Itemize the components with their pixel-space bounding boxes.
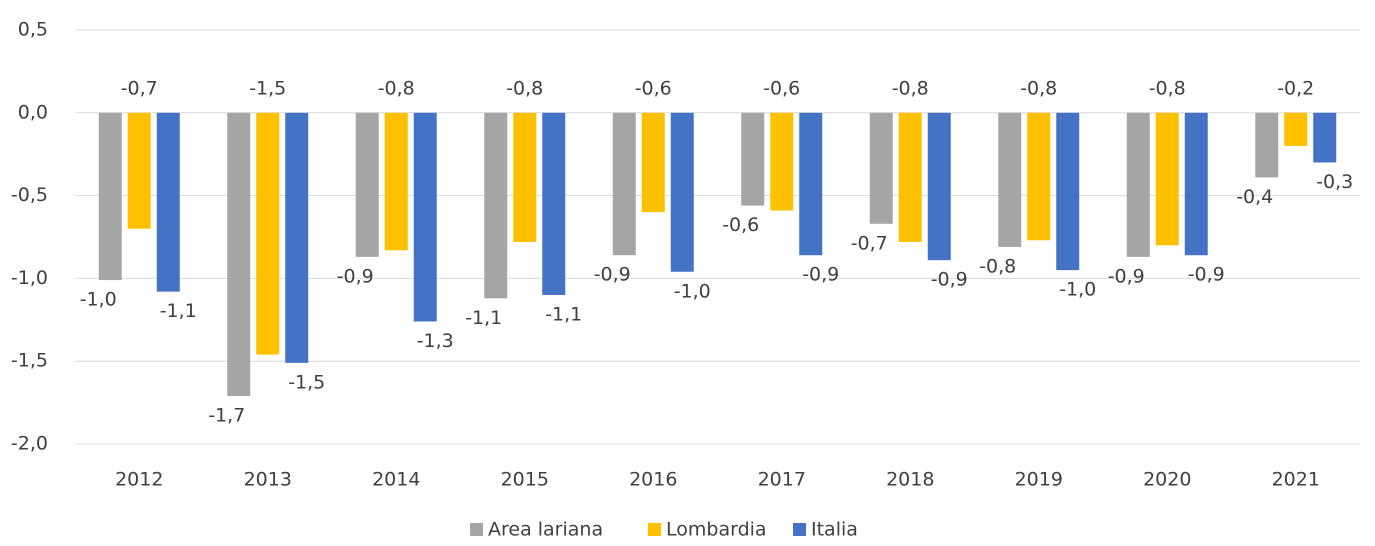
bar [927,112,951,261]
bar [869,112,893,224]
value-label: -1,5 [249,77,286,99]
bar [1056,112,1080,271]
value-label: -0,7 [121,77,158,99]
x-tick-label: 2017 [758,469,806,491]
bar [542,112,566,295]
bar [641,112,665,213]
bar [484,112,508,299]
bar [799,112,823,256]
legend-label: Italia [811,519,858,541]
bar [998,112,1022,247]
value-label: -1,3 [417,330,454,352]
bar [413,112,437,322]
value-label: -0,7 [851,232,888,254]
bar [1313,112,1337,163]
bar [127,112,151,229]
value-label: -0,8 [892,77,929,99]
bar [384,112,408,251]
value-label: -0,8 [979,255,1016,277]
value-label: -0,9 [594,264,631,286]
bar [898,112,922,242]
bar [256,112,280,355]
value-label: -1,7 [208,404,245,426]
value-label: -0,6 [722,214,759,236]
x-tick-label: 2012 [115,469,163,491]
x-tick-label: 2016 [629,469,677,491]
value-label: -1,5 [288,371,325,393]
x-tick-label: 2014 [372,469,420,491]
bar [98,112,122,281]
x-tick-label: 2015 [501,469,549,491]
bar [1255,112,1279,178]
y-tick-label: -2,0 [11,433,48,455]
value-label: -0,9 [1188,264,1225,286]
y-tick-label: -0,5 [11,184,48,206]
bar [156,112,180,292]
value-label: -0,8 [506,77,543,99]
x-tick-label: 2013 [244,469,292,491]
bar [1155,112,1179,246]
value-label: -1,0 [1059,279,1096,301]
value-label: -0,8 [1149,77,1186,99]
value-label: -0,6 [635,77,672,99]
value-label: -0,9 [931,269,968,291]
x-tick-label: 2018 [886,469,934,491]
legend-swatch [793,523,806,536]
y-tick-label: 0,0 [18,101,48,123]
value-label: -0,4 [1236,186,1273,208]
value-label: -0,9 [337,265,374,287]
x-tick-label: 2020 [1143,469,1191,491]
legend-label: Lombardia [666,519,767,541]
bar [1027,112,1051,241]
bar [513,112,537,242]
value-label: -0,9 [802,264,839,286]
value-label: -1,1 [160,300,197,322]
legend-swatch [470,523,483,536]
value-label: -1,0 [80,289,117,311]
x-tick-label: 2021 [1272,469,1320,491]
bar [741,112,765,206]
bar [1284,112,1308,146]
bar [1126,112,1150,257]
value-label: -1,0 [674,280,711,302]
bar [612,112,636,256]
legend-swatch [648,523,661,536]
y-tick-label: -1,0 [11,267,48,289]
value-label: -0,6 [763,77,800,99]
value-label: -0,3 [1316,171,1353,193]
y-tick-label: -1,5 [11,350,48,372]
bar [355,112,379,257]
legend-label: Area lariana [488,519,603,541]
value-label: -1,1 [465,307,502,329]
value-label: -1,1 [545,303,582,325]
y-tick-label: 0,5 [18,19,48,41]
value-label: -0,8 [1020,77,1057,99]
bar [670,112,694,272]
x-tick-label: 2019 [1015,469,1063,491]
bar [770,112,794,211]
bar [1184,112,1208,256]
bar [227,112,251,396]
value-label: -0,9 [1108,265,1145,287]
bar [285,112,309,363]
value-label: -0,8 [378,77,415,99]
value-label: -0,2 [1277,77,1314,99]
